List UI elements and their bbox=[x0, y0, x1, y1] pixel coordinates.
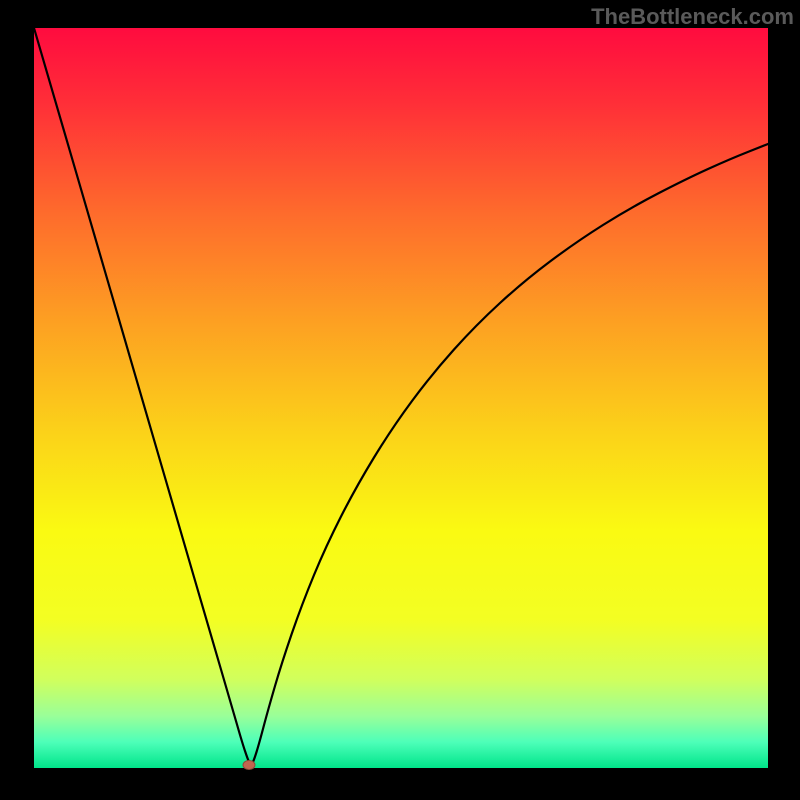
minimum-marker bbox=[243, 761, 255, 770]
plot-gradient-background bbox=[34, 28, 768, 768]
watermark-text: TheBottleneck.com bbox=[591, 4, 794, 30]
bottleneck-curve-chart bbox=[0, 0, 800, 800]
chart-container: TheBottleneck.com bbox=[0, 0, 800, 800]
